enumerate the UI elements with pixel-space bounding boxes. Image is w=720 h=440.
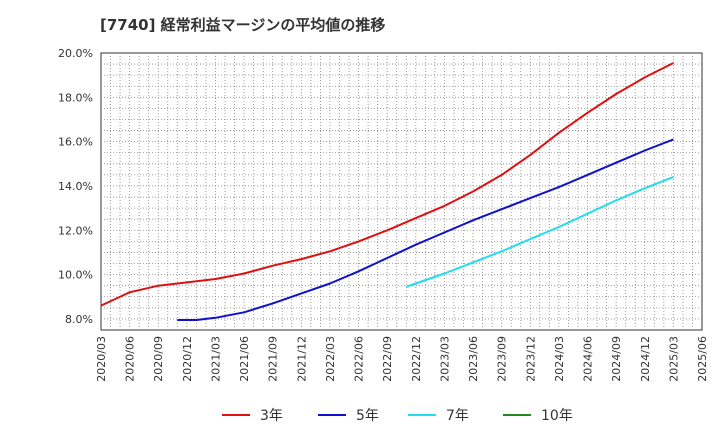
legend-label: 5年	[356, 408, 379, 424]
x-tick-label: 2024/06	[582, 336, 595, 382]
legend: 3年 5年 7年 10年	[0, 402, 720, 426]
x-tick-label: 2020/06	[124, 336, 137, 382]
legend-item: 3年	[222, 406, 283, 424]
legend-swatch	[318, 414, 346, 416]
x-tick-label: 2023/12	[524, 336, 537, 382]
x-axis: 2020/03 2020/06 2020/09 2020/12 2021/03 2021/…	[95, 336, 709, 382]
plot-area	[100, 52, 703, 331]
y-tick-label: 8.0%	[65, 313, 93, 326]
x-tick-label: 2024/12	[639, 336, 652, 382]
legend-item: 10年	[503, 406, 573, 424]
x-tick-label: 2021/06	[238, 336, 251, 382]
legend-label: 10年	[541, 408, 573, 424]
series-line-2	[177, 138, 674, 321]
legend-swatch	[503, 414, 531, 416]
x-tick-label: 2021/03	[209, 336, 222, 382]
x-tick-label: 2022/06	[353, 336, 366, 382]
y-tick-label: 14.0%	[58, 180, 93, 193]
x-tick-label: 2024/09	[610, 336, 623, 382]
y-tick-label: 16.0%	[58, 136, 93, 149]
y-tick-label: 10.0%	[58, 269, 93, 282]
x-tick-label: 2023/03	[438, 336, 451, 382]
legend-swatch	[408, 414, 436, 416]
series-line-3	[405, 176, 674, 288]
legend-swatch	[222, 414, 250, 416]
y-tick-label: 18.0%	[58, 91, 93, 104]
legend-item: 5年	[318, 406, 379, 424]
series-line-1	[100, 62, 674, 307]
y-tick-label: 20.0%	[58, 47, 93, 60]
x-tick-label: 2021/12	[295, 336, 308, 382]
x-tick-label: 2024/03	[553, 336, 566, 382]
x-tick-label: 2020/12	[181, 336, 194, 382]
x-tick-label: 2025/06	[696, 336, 709, 382]
y-tick-label: 12.0%	[58, 224, 93, 237]
x-tick-label: 2023/09	[496, 336, 509, 382]
x-tick-label: 2021/09	[267, 336, 280, 382]
series-lines	[100, 62, 674, 321]
legend-item: 7年	[408, 406, 469, 424]
x-tick-label: 2022/09	[381, 336, 394, 382]
y-axis: 8.0% 10.0% 12.0% 14.0% 16.0% 18.0% 20.0%	[58, 47, 93, 326]
x-tick-label: 2020/03	[95, 336, 108, 382]
line-chart: 8.0% 10.0% 12.0% 14.0% 16.0% 18.0% 20.0% 2020/…	[58, 47, 709, 382]
x-tick-label: 2020/09	[152, 336, 165, 382]
legend-label: 3年	[260, 408, 283, 424]
x-tick-label: 2022/12	[410, 336, 423, 382]
chart-title: [7740] 経常利益マージンの平均値の推移	[100, 16, 386, 34]
x-tick-label: 2022/03	[324, 336, 337, 382]
x-tick-label: 2023/06	[467, 336, 480, 382]
x-tick-label: 2025/03	[667, 336, 680, 382]
legend-label: 7年	[446, 408, 469, 424]
